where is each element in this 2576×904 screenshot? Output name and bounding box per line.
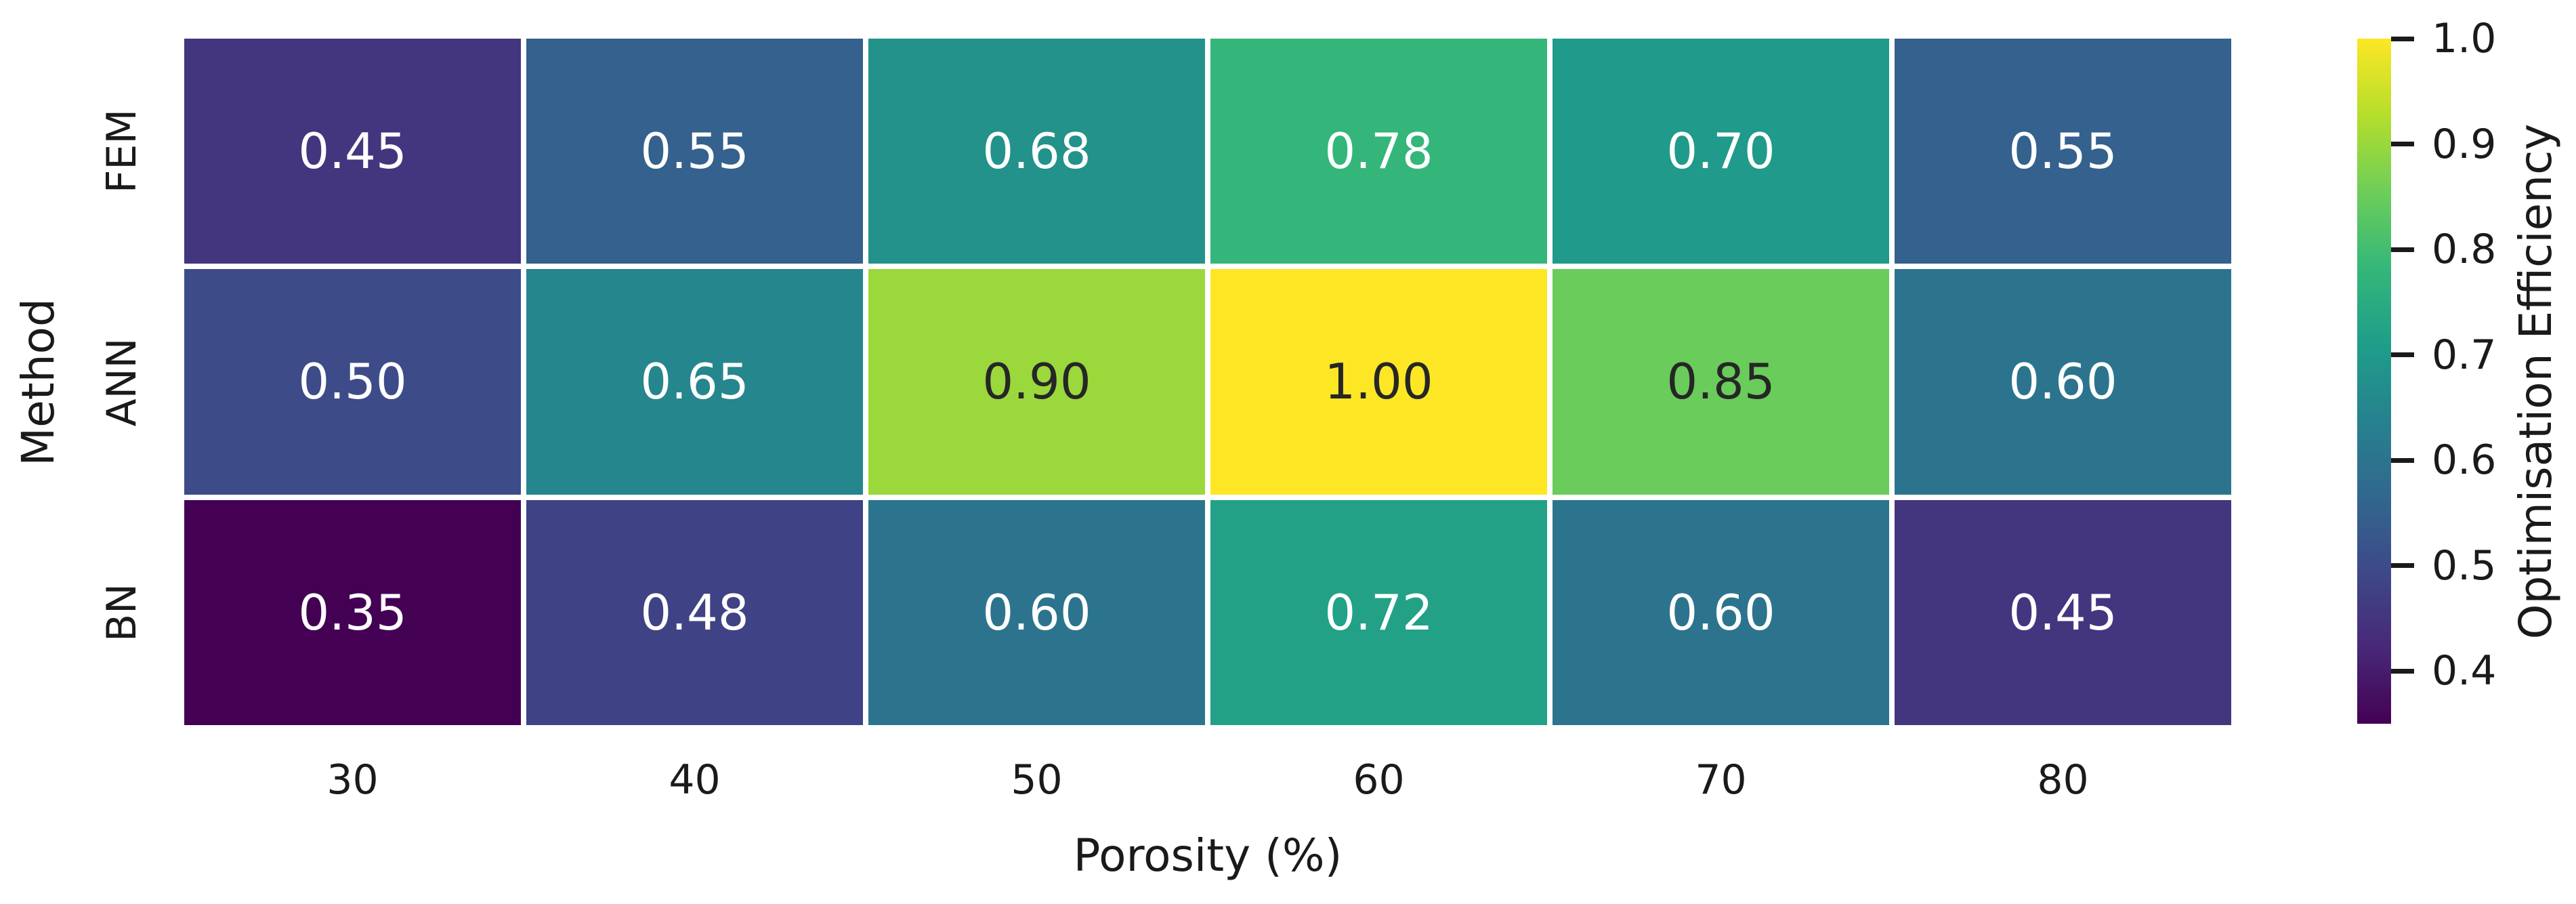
x-tick-label: 30 (326, 756, 379, 804)
colorbar-tick-mark (2391, 668, 2414, 674)
heatmap-cell: 0.60 (868, 499, 1205, 725)
x-tick-label: 80 (2037, 756, 2089, 804)
colorbar-tick-label: 0.4 (2432, 647, 2497, 695)
heatmap-cell: 1.00 (1210, 269, 1547, 495)
colorbar-tick-mark (2391, 352, 2414, 358)
x-tick-label: 60 (1353, 756, 1405, 804)
x-tick-label: 70 (1695, 756, 1747, 804)
colorbar-tick-mark (2391, 457, 2414, 463)
y-tick-label: BN (98, 583, 146, 642)
heatmap-cell: 0.68 (868, 39, 1205, 264)
heatmap-cell: 0.60 (1895, 269, 2231, 495)
colorbar-tick-label: 1.0 (2432, 15, 2497, 62)
y-axis-title: Method (12, 297, 64, 466)
heatmap-cell: 0.35 (184, 499, 521, 725)
colorbar-tick-mark (2391, 563, 2414, 569)
x-tick-label: 40 (669, 756, 721, 804)
y-tick-label: FEM (98, 109, 146, 194)
heatmap-cell: 0.65 (526, 269, 863, 495)
colorbar-tick-label: 0.9 (2432, 120, 2497, 168)
colorbar: 1.0 0.9 0.8 0.7 0.6 0.5 0.4 (2357, 18, 2496, 724)
heatmap-cell: 0.45 (1895, 499, 2231, 725)
colorbar-tick-mark (2391, 36, 2414, 41)
colorbar-tick-label: 0.7 (2432, 331, 2497, 379)
colorbar-tick-label: 0.8 (2432, 226, 2497, 274)
heatmap-cell: 0.72 (1210, 499, 1547, 725)
heatmap-cell: 0.55 (1895, 39, 2231, 264)
colorbar-tick-mark (2391, 142, 2414, 147)
heatmap-cell: 0.78 (1210, 39, 1547, 264)
x-tick-label: 50 (1011, 756, 1063, 804)
heatmap-cell: 0.45 (184, 39, 521, 264)
y-tick-label: ANN (98, 337, 146, 426)
heatmap-cell: 0.60 (1553, 499, 1889, 725)
heatmap-cell: 0.90 (868, 269, 1205, 495)
heatmap-grid: 0.45 0.55 0.68 0.78 0.70 0.55 0.50 0.65 0.90 1.00… (184, 39, 2231, 725)
heatmap-cell: 0.48 (526, 499, 863, 725)
heatmap-cell: 0.50 (184, 269, 521, 495)
colorbar-title: Optimisation Efficiency (2510, 123, 2562, 639)
x-axis-title: Porosity (%) (1073, 829, 1343, 882)
colorbar-tick-mark (2391, 247, 2414, 252)
colorbar-tick-label: 0.5 (2432, 541, 2497, 590)
heatmap-cell: 0.85 (1553, 269, 1889, 495)
heatmap-cell: 0.70 (1553, 39, 1889, 264)
colorbar-gradient (2357, 39, 2391, 724)
heatmap-cell: 0.55 (526, 39, 863, 264)
colorbar-tick-label: 0.6 (2432, 436, 2497, 485)
